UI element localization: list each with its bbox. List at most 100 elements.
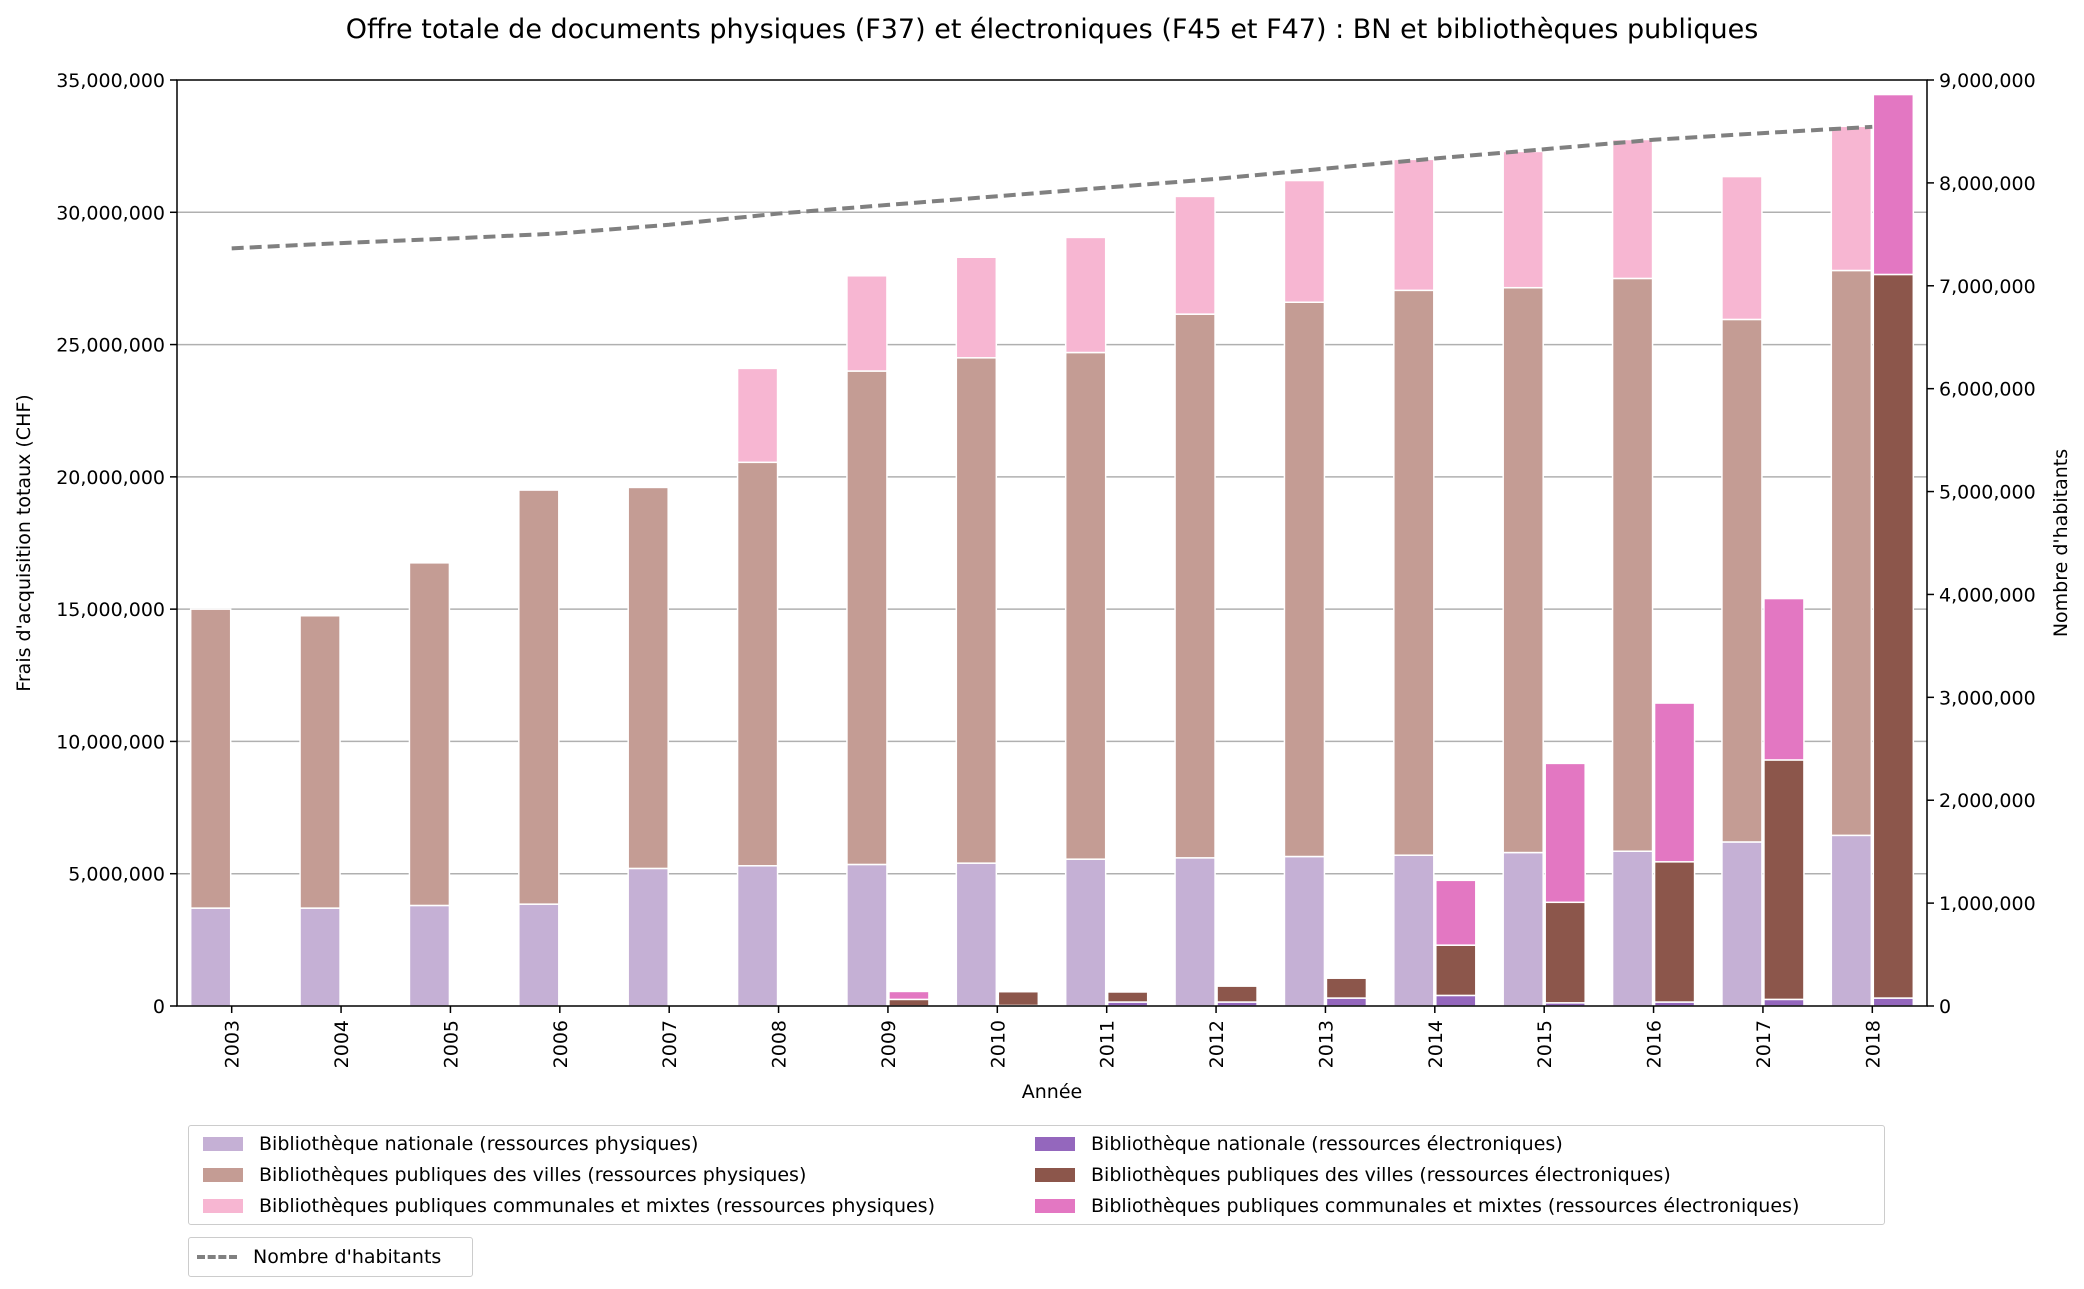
y2-tick-label: 8,000,000	[1939, 173, 2036, 195]
y2-tick-label: 3,000,000	[1939, 687, 2036, 709]
bar-physical-1-2009	[846, 370, 888, 866]
x-axis-label: Année	[1022, 1081, 1082, 1103]
bar-physical-2-2017	[1721, 175, 1763, 321]
bar-physical-1-2014	[1393, 289, 1435, 856]
bar-electronic-0-2014	[1435, 994, 1477, 1007]
y2-tick-label: 0	[1939, 996, 1951, 1018]
bar-physical-0-2011	[1064, 858, 1107, 1007]
bar-physical-0-2018	[1830, 834, 1873, 1007]
bar-physical-0-2016	[1611, 850, 1654, 1007]
bar-electronic-2-2016	[1653, 702, 1696, 863]
y-tick-label: 25,000,000	[56, 335, 165, 357]
legend-label: Bibliothèques publiques des villes (ress…	[1091, 1164, 1671, 1186]
x-tick-label: 2009	[878, 1020, 900, 1068]
y2-tick-label: 4,000,000	[1939, 584, 2036, 606]
x-tick-label: 2016	[1644, 1020, 1666, 1068]
legend-item: Bibliothèques publiques communales et mi…	[203, 1191, 935, 1221]
legend-item: Bibliothèque nationale (ressources physi…	[203, 1129, 698, 1159]
bar-electronic-1-2014	[1435, 944, 1477, 997]
bar-physical-0-2013	[1283, 855, 1326, 1007]
legend-swatch	[1035, 1137, 1075, 1151]
legend-label: Nombre d'habitants	[253, 1246, 442, 1268]
bar-physical-0-2008	[736, 865, 779, 1007]
bar-electronic-1-2009	[888, 998, 930, 1007]
bar-physical-2-2010	[955, 256, 998, 359]
y-tick-label: 15,000,000	[56, 599, 165, 621]
bar-physical-1-2017	[1721, 318, 1763, 843]
bar-physical-1-2005	[408, 562, 451, 907]
legend-item: Nombre d'habitants	[197, 1242, 441, 1272]
y2-axis-label: Nombre d'habitants	[2050, 449, 2072, 637]
bar-physical-2-2018	[1830, 125, 1873, 272]
y2-tick-label: 2,000,000	[1939, 790, 2036, 812]
bar-physical-0-2007	[627, 867, 669, 1007]
bar-electronic-2-2014	[1435, 879, 1477, 946]
bar-physical-0-2014	[1393, 854, 1435, 1007]
population-line	[231, 124, 1873, 251]
x-tick-label: 2005	[440, 1020, 462, 1068]
legend-item: Bibliothèques publiques des villes (ress…	[203, 1160, 806, 1190]
bar-physical-1-2003	[189, 608, 232, 909]
bar-electronic-1-2012	[1216, 985, 1258, 1003]
bar-physical-0-2017	[1721, 841, 1763, 1007]
bar-electronic-2-2009	[888, 990, 930, 1001]
y2-tick-label: 7,000,000	[1939, 276, 2036, 298]
bar-electronic-0-2013	[1325, 997, 1368, 1007]
bar-physical-0-2005	[408, 904, 451, 1007]
bar-electronic-2-2018	[1872, 93, 1915, 276]
bar-physical-1-2013	[1283, 301, 1326, 858]
y-tick-label: 0	[153, 996, 165, 1018]
bar-electronic-1-2011	[1106, 991, 1149, 1003]
x-tick-label: 2014	[1425, 1020, 1447, 1068]
legend-item: Bibliothèques publiques communales et mi…	[1035, 1191, 1799, 1221]
y-tick-label: 35,000,000	[56, 70, 165, 92]
x-tick-label: 2012	[1206, 1020, 1228, 1068]
bar-physical-1-2016	[1611, 277, 1654, 852]
bar-physical-0-2006	[518, 903, 560, 1007]
bar-physical-1-2018	[1830, 269, 1873, 837]
bar-physical-1-2006	[518, 489, 560, 905]
bar-electronic-0-2018	[1872, 997, 1915, 1007]
legend-swatch	[1035, 1199, 1075, 1213]
y2-tick-label: 6,000,000	[1939, 379, 2036, 401]
bar-physical-1-2007	[627, 486, 669, 870]
bar-physical-1-2008	[736, 461, 779, 867]
bar-physical-1-2004	[299, 615, 341, 909]
legend-label: Bibliothèque nationale (ressources physi…	[259, 1133, 699, 1155]
bar-electronic-1-2013	[1325, 977, 1368, 999]
legend-label: Bibliothèque nationale (ressources élect…	[1091, 1133, 1563, 1155]
legend-swatch	[203, 1137, 243, 1151]
legend-label: Bibliothèques publiques communales et mi…	[1091, 1195, 1800, 1217]
legend-item: Bibliothèques publiques des villes (ress…	[1035, 1160, 1671, 1190]
legend-bars: Bibliothèque nationale (ressources physi…	[188, 1125, 1885, 1225]
y-axis-label: Frais d'acquisition totaux (CHF)	[13, 394, 35, 691]
bar-physical-2-2014	[1393, 158, 1435, 292]
bar-physical-1-2012	[1174, 313, 1216, 859]
bar-physical-2-2008	[736, 367, 779, 464]
bar-electronic-0-2017	[1763, 998, 1805, 1007]
legend-swatch	[1035, 1168, 1075, 1182]
x-tick-label: 2006	[550, 1020, 572, 1068]
bar-electronic-1-2017	[1763, 759, 1805, 1001]
chart-title: Offre totale de documents physiques (F37…	[346, 14, 1759, 45]
x-tick-label: 2011	[1097, 1020, 1119, 1068]
legend-label: Bibliothèques publiques communales et mi…	[259, 1195, 935, 1217]
y-tick-label: 20,000,000	[56, 467, 165, 489]
legend-item: Bibliothèque nationale (ressources élect…	[1035, 1129, 1563, 1159]
bar-physical-2-2011	[1064, 236, 1107, 354]
bar-physical-2-2015	[1502, 150, 1544, 289]
bar-electronic-1-2010	[997, 990, 1040, 1007]
y-tick-label: 30,000,000	[56, 202, 165, 224]
bar-electronic-1-2015	[1544, 901, 1586, 1004]
bar-electronic-1-2018	[1872, 273, 1915, 999]
legend-swatch	[203, 1168, 243, 1182]
x-tick-label: 2015	[1534, 1020, 1556, 1068]
x-tick-label: 2017	[1753, 1020, 1775, 1068]
bar-physical-1-2010	[955, 357, 998, 864]
bar-physical-0-2012	[1174, 857, 1216, 1007]
bar-physical-0-2003	[189, 907, 232, 1007]
x-tick-label: 2018	[1862, 1020, 1884, 1068]
legend-label: Bibliothèques publiques des villes (ress…	[259, 1164, 807, 1186]
